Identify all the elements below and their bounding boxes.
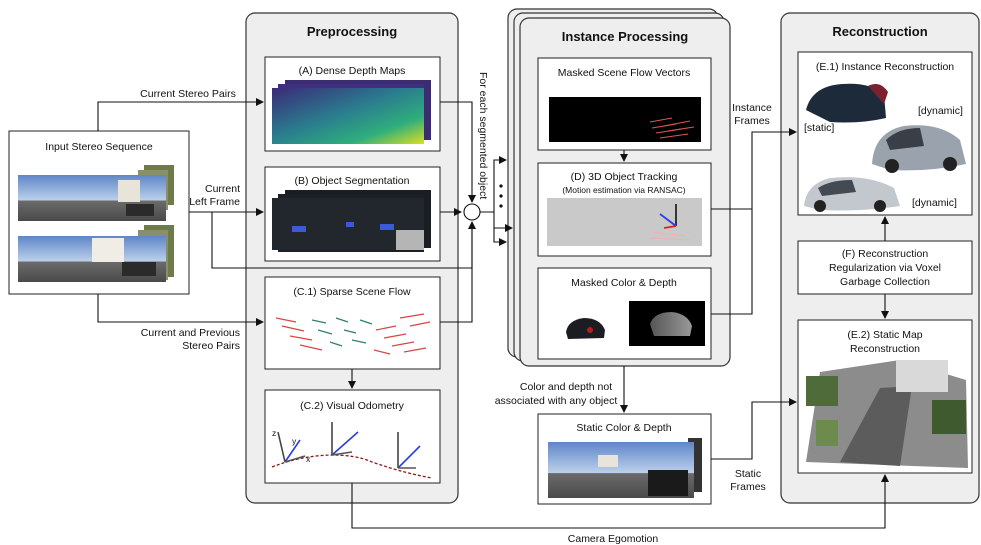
masked-color-depth-label: Masked Color & Depth (571, 277, 677, 289)
tag-dynamic-top: [dynamic] (918, 105, 963, 117)
static-map-pointcloud (806, 360, 968, 468)
regularization-line-2: Regularization via Voxel (829, 262, 941, 274)
static-car-reconstruction (806, 83, 888, 123)
sparse-scene-flow-box: (C.1) Sparse Scene Flow (264, 276, 441, 370)
label-for-each-object: For each segmented object (477, 72, 489, 199)
label-not-associated-2: associated with any object (495, 395, 618, 407)
visual-odometry-label: (C.2) Visual Odometry (300, 400, 404, 412)
label-static-frames-1: Static (735, 468, 761, 480)
object-segmentation-label: (B) Object Segmentation (295, 175, 410, 187)
dynamic-car-bottom-reconstruction (804, 177, 900, 212)
edge-input-to-sparse-flow (97, 294, 264, 326)
label-instance-frames-1: Instance (732, 102, 772, 114)
regularization-line-1: (F) Reconstruction (842, 248, 929, 260)
label-current-prev-pairs-1: Current and Previous (141, 327, 240, 339)
label-camera-egomotion: Camera Egomotion (568, 533, 659, 545)
odometry-axis-y: y (292, 436, 297, 446)
connections (97, 98, 889, 529)
edge-input-to-dense-depth (97, 98, 264, 131)
reconstruction-title: Reconstruction (832, 24, 927, 39)
regularization-line-3: Garbage Collection (840, 276, 930, 288)
edge-merge-to-instance (480, 211, 513, 232)
instance-reconstruction-box: (E.1) Instance Reconstruction [static] [… (797, 51, 973, 216)
object-segmentation-box: (B) Object Segmentation (264, 166, 441, 262)
label-current-stereo-pairs: Current Stereo Pairs (140, 88, 236, 100)
label-static-frames-2: Frames (730, 481, 766, 493)
label-current-left-frame-2: Left Frame (189, 196, 240, 208)
camera-pose-frames (277, 422, 421, 469)
instance-reconstruction-label: (E.1) Instance Reconstruction (816, 61, 954, 73)
tag-dynamic-bottom: [dynamic] (912, 197, 957, 209)
edge-tracking-to-instance-recon (711, 128, 797, 210)
edge-labels: Current Stereo Pairs Current Left Frame … (140, 72, 772, 545)
input-title: Input Stereo Sequence (45, 141, 153, 153)
static-map-box: (E.2) Static Map Reconstruction (797, 319, 973, 474)
label-not-associated-1: Color and depth not (520, 381, 612, 393)
masked-scene-flow-box: Masked Scene Flow Vectors (537, 57, 712, 151)
static-color-depth-box: Static Color & Depth (537, 413, 712, 505)
odometry-axis-z: z (272, 428, 276, 438)
edge-odometry-to-static-map (351, 474, 889, 529)
label-current-prev-pairs-2: Stereo Pairs (182, 340, 240, 352)
object-tracking-label: (D) 3D Object Tracking (571, 171, 678, 183)
dense-depth-label: (A) Dense Depth Maps (299, 65, 406, 77)
instance-processing-title: Instance Processing (562, 29, 688, 44)
merge-node (463, 203, 481, 221)
dense-depth-box: (A) Dense Depth Maps (264, 56, 441, 152)
input-stereo-sequence-box: Input Stereo Sequence (8, 130, 190, 295)
masked-flow-vectors (649, 117, 695, 139)
visual-odometry-box: (C.2) Visual Odometry z y x (264, 389, 441, 484)
preprocessing-title: Preprocessing (307, 24, 397, 39)
edge-depth-to-merge (440, 101, 476, 203)
stereo-frame-stack-bottom (18, 225, 174, 282)
stereo-frame-stack-top (18, 165, 174, 221)
dynamic-car-top-reconstruction (872, 125, 966, 173)
sparse-scene-flow-label: (C.1) Sparse Scene Flow (293, 286, 411, 298)
masked-color-depth-box: Masked Color & Depth (537, 267, 712, 360)
regularization-box: (F) Reconstruction Regularization via Vo… (797, 240, 973, 295)
object-tracking-box: (D) 3D Object Tracking (Motion estimatio… (537, 162, 712, 257)
label-current-left-frame-1: Current (205, 183, 240, 195)
label-instance-frames-2: Frames (734, 115, 770, 127)
masked-scene-flow-label: Masked Scene Flow Vectors (558, 67, 690, 79)
object-tracking-sublabel: (Motion estimation via RANSAC) (562, 185, 685, 195)
edge-static-to-static-map (711, 398, 797, 460)
edge-flow-to-merge (440, 224, 473, 323)
static-map-line-2: Reconstruction (850, 343, 920, 355)
edge-masked-to-instance-recon (711, 209, 753, 315)
tag-static: [static] (804, 122, 834, 134)
scene-flow-vectors (275, 313, 431, 355)
odometry-axis-x: x (306, 454, 311, 464)
static-map-line-1: (E.2) Static Map (847, 329, 922, 341)
static-color-depth-label: Static Color & Depth (576, 422, 671, 434)
